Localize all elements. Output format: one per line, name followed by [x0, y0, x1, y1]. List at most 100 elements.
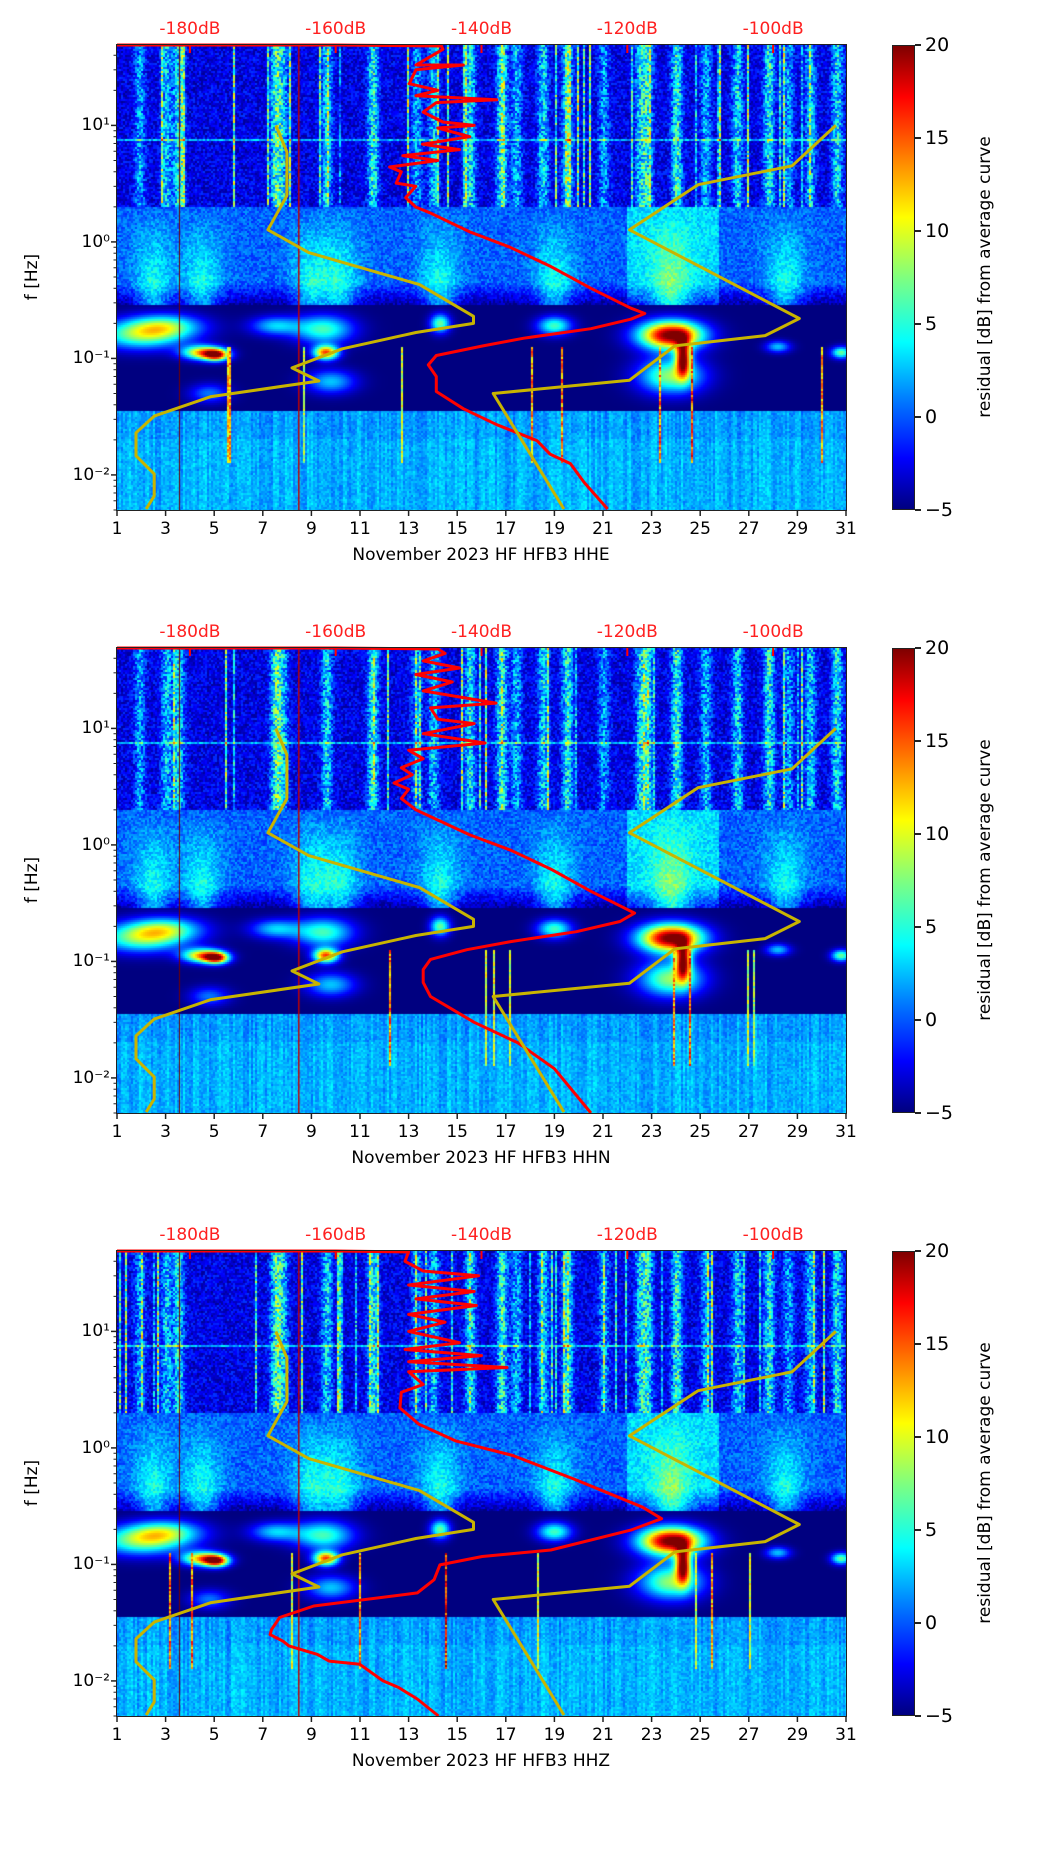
- y-axis-label: f [Hz]: [22, 1459, 42, 1507]
- spectrogram-image: [117, 648, 846, 1113]
- colorbar-tick: [915, 323, 921, 325]
- x-tick-label: 13: [397, 519, 420, 539]
- colorbar-tick: [915, 509, 921, 511]
- x-tick-label: 7: [257, 1122, 269, 1142]
- plot-overlay: [111, 1249, 847, 1722]
- x-tick-label: 11: [349, 519, 371, 539]
- x-tick-label: 5: [208, 519, 220, 539]
- x-tick-label: 3: [160, 1122, 172, 1142]
- db-tick-label: -160dB: [305, 622, 367, 642]
- x-tick-label: 23: [640, 1725, 663, 1745]
- spectrogram-panel: 1 3 5 7 9 11 13 15 17 19 21 23 25 27 29 31 -180dB -160dB -…: [0, 19, 1052, 645]
- colorbar-tick: [915, 230, 921, 232]
- x-tick-label: 29: [786, 1122, 809, 1142]
- y-axis-label: f [Hz]: [22, 856, 42, 904]
- spectrogram-panel: 1 3 5 7 9 11 13 15 17 19 21 23 25 27 29 31 -180dB -160dB -…: [0, 622, 1052, 1248]
- colorbar-tick: [915, 1019, 921, 1021]
- db-tick-label: -100dB: [742, 622, 804, 642]
- db-tick-label: -160dB: [305, 1225, 367, 1245]
- db-tick-label: -140dB: [450, 622, 513, 642]
- x-tick-label: 29: [786, 1725, 809, 1745]
- x-tick-label: 21: [592, 519, 614, 539]
- colorbar-tick: [915, 1622, 921, 1624]
- x-tick-label: 3: [160, 519, 172, 539]
- spectrogram-panel: 1 3 5 7 9 11 13 15 17 19 21 23 25 27 29 31 -180dB -160dB -…: [0, 1225, 1052, 1851]
- y-tick-label: 10¹: [81, 1321, 110, 1342]
- spectrogram-image: [117, 1251, 846, 1716]
- noise-level-curve: [117, 1249, 664, 1718]
- colorbar-tick: [915, 1436, 921, 1438]
- colorbar-tick-label: 10: [925, 220, 950, 242]
- colorbar-tick-label: 10: [925, 1426, 950, 1448]
- spectrogram-image: [117, 45, 846, 510]
- colorbar-tick: [915, 740, 921, 742]
- noise-model-curve: [491, 1330, 837, 1716]
- y-axis-label: f [Hz]: [22, 253, 42, 301]
- x-tick-label: 5: [208, 1122, 220, 1142]
- y-tick-label: 10⁻²: [72, 464, 110, 485]
- x-tick-label: 23: [640, 1122, 663, 1142]
- db-tick-label: -100dB: [742, 19, 804, 39]
- colorbar-tick: [915, 1529, 921, 1531]
- x-tick-label: 9: [305, 519, 317, 539]
- colorbar-label: residual [dB] from average curve: [975, 1342, 995, 1624]
- x-tick-label: 1: [111, 519, 123, 539]
- colorbar-tick-label: 5: [925, 1519, 938, 1541]
- db-tick-label: -180dB: [159, 622, 221, 642]
- y-tick-label: 10⁰: [81, 231, 110, 252]
- x-tick-label: 25: [689, 1122, 712, 1142]
- colorbar: [892, 45, 915, 510]
- colorbar-tick: [915, 137, 921, 139]
- x-tick-label: 13: [397, 1725, 420, 1745]
- colorbar-tick: [915, 1112, 921, 1114]
- x-tick-label: 27: [737, 1122, 760, 1142]
- colorbar-tick-label: −5: [925, 1705, 954, 1727]
- colorbar-tick: [915, 926, 921, 928]
- noise-model-curve: [134, 124, 475, 510]
- x-tick-label: 9: [305, 1122, 317, 1142]
- x-axis-label: November 2023 HF HFB3 HHZ: [351, 1751, 611, 1771]
- spectrogram-plot: [111, 646, 847, 1119]
- x-tick-label: 15: [446, 1122, 469, 1142]
- colorbar-tick: [915, 1343, 921, 1345]
- x-axis-label: November 2023 HF HFB3 HHN: [351, 1148, 611, 1168]
- spectrogram-plot: [111, 43, 847, 516]
- db-tick-label: -140dB: [450, 1225, 513, 1245]
- x-tick-label: 27: [737, 519, 760, 539]
- colorbar-tick-label: 0: [925, 406, 938, 428]
- colorbar-tick-label: 20: [925, 637, 950, 659]
- colorbar-tick-label: 5: [925, 313, 938, 335]
- colorbar-tick: [915, 647, 921, 649]
- x-tick-label: 1: [111, 1725, 123, 1745]
- db-tick-label: -120dB: [596, 19, 658, 39]
- x-tick-label: 31: [835, 519, 857, 539]
- colorbar-tick-label: 15: [925, 1333, 950, 1355]
- noise-level-curve: [117, 646, 637, 1114]
- x-tick-label: 19: [543, 1725, 566, 1745]
- colorbar-label: residual [dB] from average curve: [975, 739, 995, 1021]
- colorbar: [892, 648, 915, 1113]
- colorbar-tick: [915, 44, 921, 46]
- y-tick-label: 10¹: [81, 115, 110, 136]
- db-tick-label: -180dB: [159, 19, 221, 39]
- x-tick-label: 5: [208, 1725, 220, 1745]
- colorbar-tick-label: 10: [925, 823, 950, 845]
- colorbar: [892, 1251, 915, 1716]
- colorbar-tick: [915, 1715, 921, 1717]
- db-tick-label: -180dB: [159, 1225, 221, 1245]
- colorbar-tick-label: 20: [925, 1240, 950, 1262]
- x-tick-label: 27: [737, 1725, 760, 1745]
- x-tick-label: 7: [257, 519, 269, 539]
- colorbar-tick-label: 5: [925, 916, 938, 938]
- y-tick-label: 10⁰: [81, 834, 110, 855]
- plot-overlay: [111, 43, 847, 516]
- db-tick-label: -140dB: [450, 19, 513, 39]
- db-tick-label: -160dB: [305, 19, 367, 39]
- x-tick-label: 7: [257, 1725, 269, 1745]
- colorbar-tick-label: 15: [925, 127, 950, 149]
- x-tick-label: 25: [689, 1725, 712, 1745]
- x-tick-label: 25: [689, 519, 712, 539]
- y-tick-label: 10⁻²: [72, 1067, 110, 1088]
- x-tick-label: 3: [160, 1725, 172, 1745]
- spectrogram-plot: [111, 1249, 847, 1722]
